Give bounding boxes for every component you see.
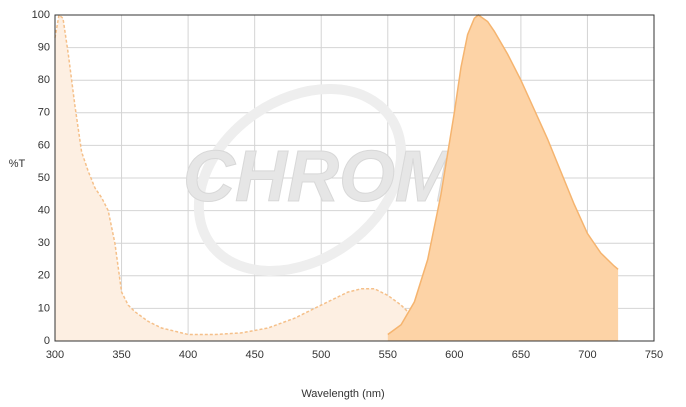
x-tick-label: 500	[312, 349, 330, 361]
y-tick-label: 50	[38, 172, 50, 184]
y-tick-label: 60	[38, 139, 50, 151]
x-tick-label: 700	[578, 349, 596, 361]
y-axis-label: %T	[9, 158, 26, 170]
y-tick-label: 20	[38, 270, 50, 282]
x-tick-label: 450	[245, 349, 263, 361]
watermark-swoosh	[193, 84, 407, 276]
y-tick-label: 70	[38, 107, 50, 119]
y-tick-label: 80	[38, 74, 50, 86]
y-tick-label: 10	[38, 302, 50, 314]
x-tick-label: 350	[112, 349, 130, 361]
x-tick-label: 600	[445, 349, 463, 361]
area-line	[387, 14, 619, 336]
y-tick-label: 30	[38, 237, 50, 249]
y-tick-label: 100	[32, 9, 50, 21]
x-tick-label: 400	[179, 349, 197, 361]
x-tick-label: 550	[379, 349, 397, 361]
x-axis-label: Wavelength (nm)	[301, 388, 384, 400]
y-tick-label: 0	[44, 335, 50, 347]
y-tick-label: 90	[38, 42, 50, 54]
x-tick-label: 750	[645, 349, 663, 361]
x-tick-label: 650	[512, 349, 530, 361]
plot-frame	[54, 14, 655, 342]
x-tick-label: 300	[46, 349, 64, 361]
area-fill	[387, 15, 619, 341]
area-line	[54, 13, 521, 339]
y-tick-label: 40	[38, 205, 50, 217]
area-fill	[55, 15, 521, 341]
